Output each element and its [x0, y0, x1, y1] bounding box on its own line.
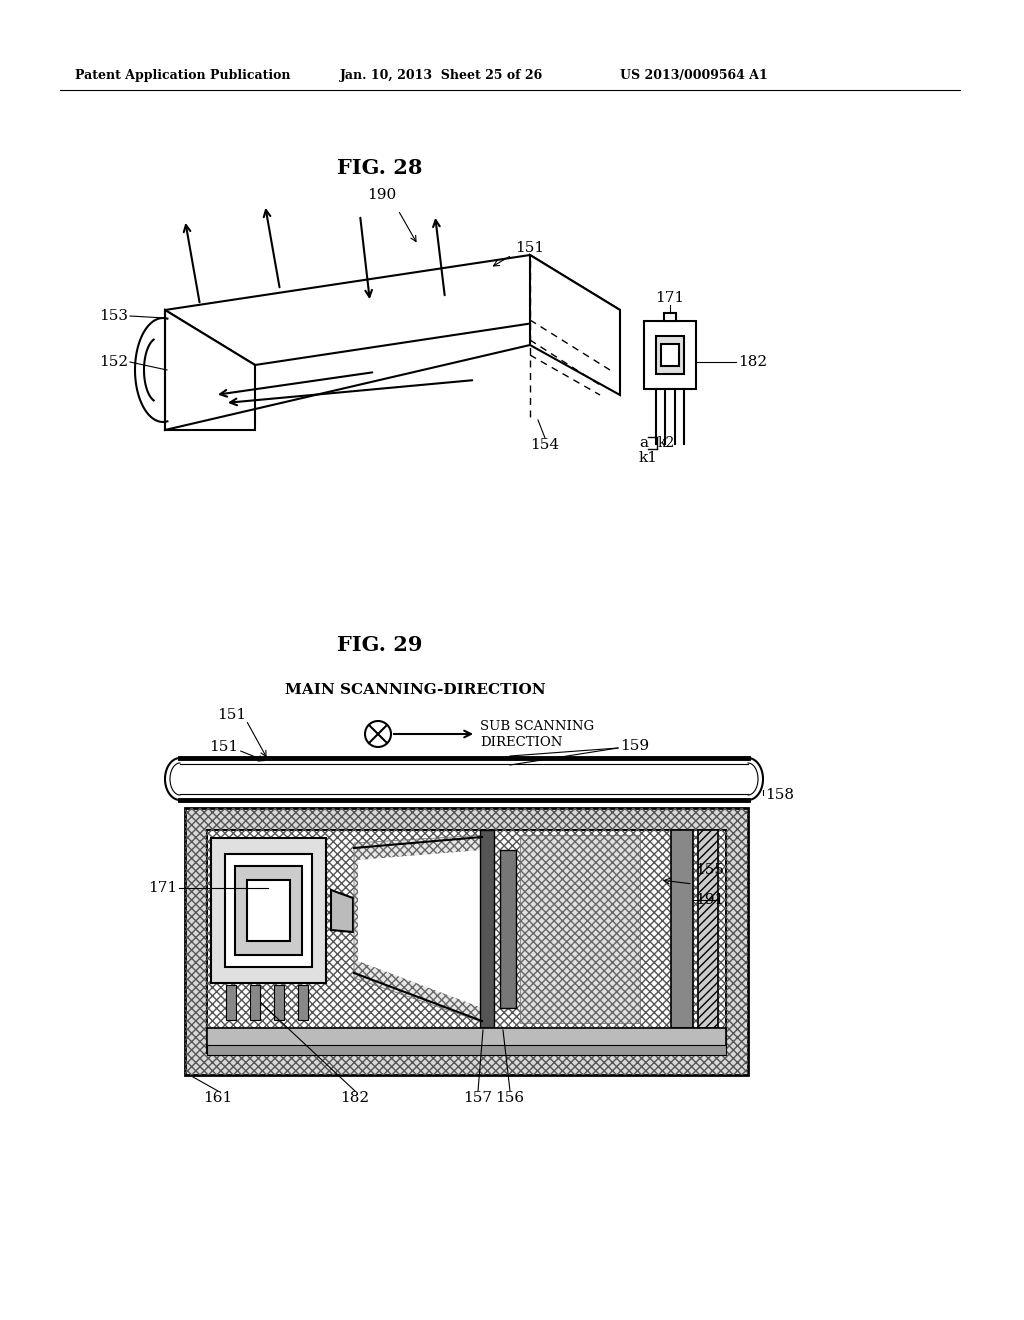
Polygon shape — [354, 836, 485, 1023]
Text: MAIN SCANNING-DIRECTION: MAIN SCANNING-DIRECTION — [285, 682, 546, 697]
Bar — [500, 850, 516, 1008]
Text: 157: 157 — [464, 1092, 493, 1105]
Polygon shape — [165, 310, 255, 430]
Bar — [298, 985, 308, 1020]
Polygon shape — [530, 255, 620, 395]
Text: k1: k1 — [639, 451, 657, 465]
Bar — [644, 321, 696, 389]
Text: 155: 155 — [695, 863, 724, 876]
Text: k2: k2 — [658, 436, 675, 450]
Bar — [211, 838, 326, 983]
Text: 151: 151 — [209, 741, 238, 754]
Bar — [656, 337, 684, 374]
Bar — [480, 830, 494, 1028]
Bar — [247, 880, 290, 941]
Bar — [185, 808, 748, 1074]
Text: 171: 171 — [655, 290, 685, 305]
Polygon shape — [331, 890, 353, 932]
Text: 159: 159 — [620, 739, 649, 752]
Bar — [250, 985, 260, 1020]
Polygon shape — [165, 255, 620, 366]
Text: US 2013/0009564 A1: US 2013/0009564 A1 — [620, 69, 768, 82]
Text: 182: 182 — [738, 355, 767, 370]
Text: FIG. 28: FIG. 28 — [337, 158, 423, 178]
Text: 161: 161 — [204, 1092, 232, 1105]
Polygon shape — [520, 836, 640, 1023]
Bar — [671, 830, 693, 1028]
Text: FIG. 29: FIG. 29 — [337, 635, 423, 655]
Polygon shape — [358, 850, 482, 1008]
Text: 154: 154 — [530, 438, 559, 451]
Text: a: a — [640, 436, 648, 450]
Bar — [226, 985, 236, 1020]
Text: Patent Application Publication: Patent Application Publication — [75, 69, 291, 82]
Text: 152: 152 — [99, 355, 128, 370]
Bar — [234, 866, 302, 954]
Bar — [185, 808, 748, 1074]
Text: 158: 158 — [765, 788, 794, 803]
Bar — [662, 345, 679, 366]
Bar — [664, 313, 676, 321]
Text: 153: 153 — [99, 309, 128, 323]
Text: 151: 151 — [515, 242, 544, 255]
Bar — [207, 830, 726, 1053]
Text: SUB SCANNING: SUB SCANNING — [480, 719, 594, 733]
Bar — [225, 854, 312, 968]
Bar — [698, 830, 718, 1028]
Bar — [207, 1028, 726, 1053]
Text: 151: 151 — [217, 708, 246, 722]
Circle shape — [365, 721, 391, 747]
Text: 156: 156 — [496, 1092, 524, 1105]
Text: 171: 171 — [147, 880, 177, 895]
Text: 191: 191 — [695, 894, 724, 907]
Bar — [207, 1045, 726, 1055]
Text: 190: 190 — [368, 187, 396, 202]
Bar — [274, 985, 284, 1020]
Text: DIRECTION: DIRECTION — [480, 735, 562, 748]
Text: 182: 182 — [340, 1092, 370, 1105]
Text: Jan. 10, 2013  Sheet 25 of 26: Jan. 10, 2013 Sheet 25 of 26 — [340, 69, 544, 82]
